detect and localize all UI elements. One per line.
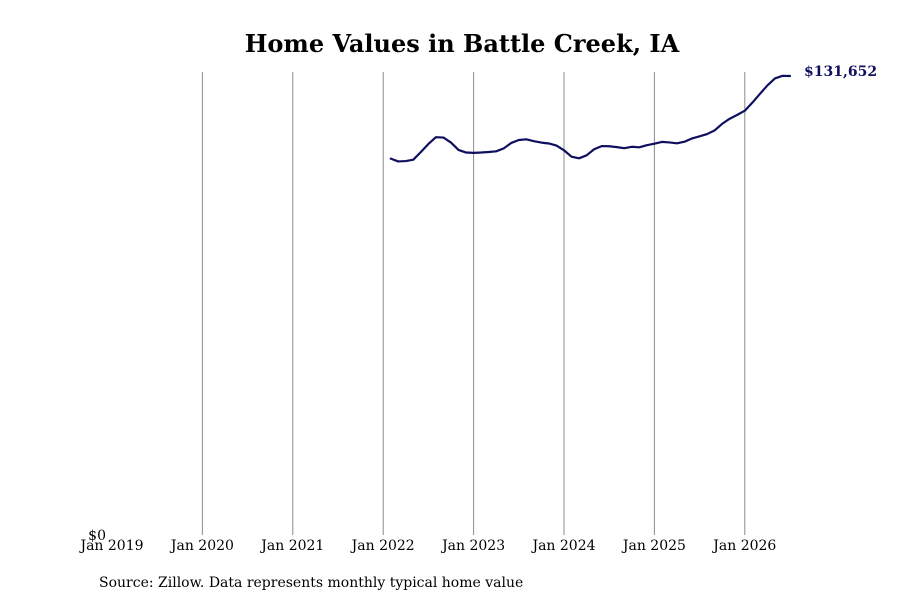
source-note: Source: Zillow. Data represents monthly … (99, 575, 523, 591)
chart-title: Home Values in Battle Creek, IA (245, 29, 680, 58)
data-point (759, 93, 761, 95)
data-point (525, 138, 527, 140)
data-point (435, 136, 437, 138)
series-points (390, 75, 791, 163)
data-point (676, 142, 678, 144)
data-point (570, 156, 573, 158)
data-point (661, 141, 663, 143)
data-point (503, 147, 505, 149)
data-point (638, 146, 640, 148)
data-point (766, 84, 769, 87)
data-point (646, 144, 648, 146)
data-point (510, 142, 512, 144)
data-point (457, 149, 460, 151)
data-point (668, 141, 671, 144)
data-point (473, 152, 475, 154)
data-point (714, 129, 716, 131)
data-point (789, 75, 791, 77)
x-tick-label: Jan 2021 (259, 538, 324, 554)
data-point (623, 147, 625, 149)
data-point (518, 139, 520, 141)
data-point (601, 145, 603, 147)
data-point (691, 137, 693, 140)
data-point (390, 158, 392, 160)
x-tick-label: Jan 2022 (350, 538, 415, 554)
data-point (540, 142, 543, 144)
x-axis-tick-labels: Jan 2019 Jan 2020 Jan 2021 Jan 2022 Jan 2023… (78, 538, 776, 554)
data-point (616, 146, 618, 148)
series-line (389, 74, 792, 163)
data-point (751, 102, 753, 104)
data-point (706, 133, 708, 135)
data-point (427, 143, 429, 145)
data-point (480, 151, 482, 154)
data-point (555, 144, 558, 147)
data-point (683, 141, 686, 143)
x-tick-label: Jan 2026 (711, 538, 776, 554)
data-point (586, 154, 588, 156)
x-tick-label: Jan 2024 (530, 538, 595, 554)
x-tick-label: Jan 2025 (621, 538, 686, 554)
data-point (631, 146, 633, 148)
data-point (736, 114, 738, 116)
data-point (450, 142, 452, 144)
data-point (420, 151, 422, 153)
x-tick-label: Jan 2019 (78, 538, 143, 554)
x-tick-label: Jan 2023 (440, 538, 505, 554)
data-point (578, 157, 580, 159)
data-point (721, 123, 723, 125)
y-axis-tick-label-zero: $0 (88, 528, 106, 544)
series-end-value-label: $131,652 (804, 64, 877, 80)
data-point (729, 118, 731, 120)
data-point (495, 150, 497, 152)
data-point (442, 136, 445, 139)
data-point (653, 143, 656, 145)
data-point (412, 159, 414, 161)
data-point (774, 77, 776, 80)
data-point (488, 151, 490, 153)
data-point (405, 160, 407, 162)
data-point (593, 148, 595, 150)
data-point (533, 140, 535, 142)
data-point (781, 75, 784, 77)
data-point (465, 151, 467, 154)
data-point (699, 135, 701, 137)
data-point (548, 142, 550, 145)
x-tick-label: Jan 2020 (169, 538, 234, 554)
data-point (397, 160, 399, 163)
data-point (744, 110, 746, 112)
data-point (563, 149, 565, 151)
data-point (608, 145, 610, 147)
